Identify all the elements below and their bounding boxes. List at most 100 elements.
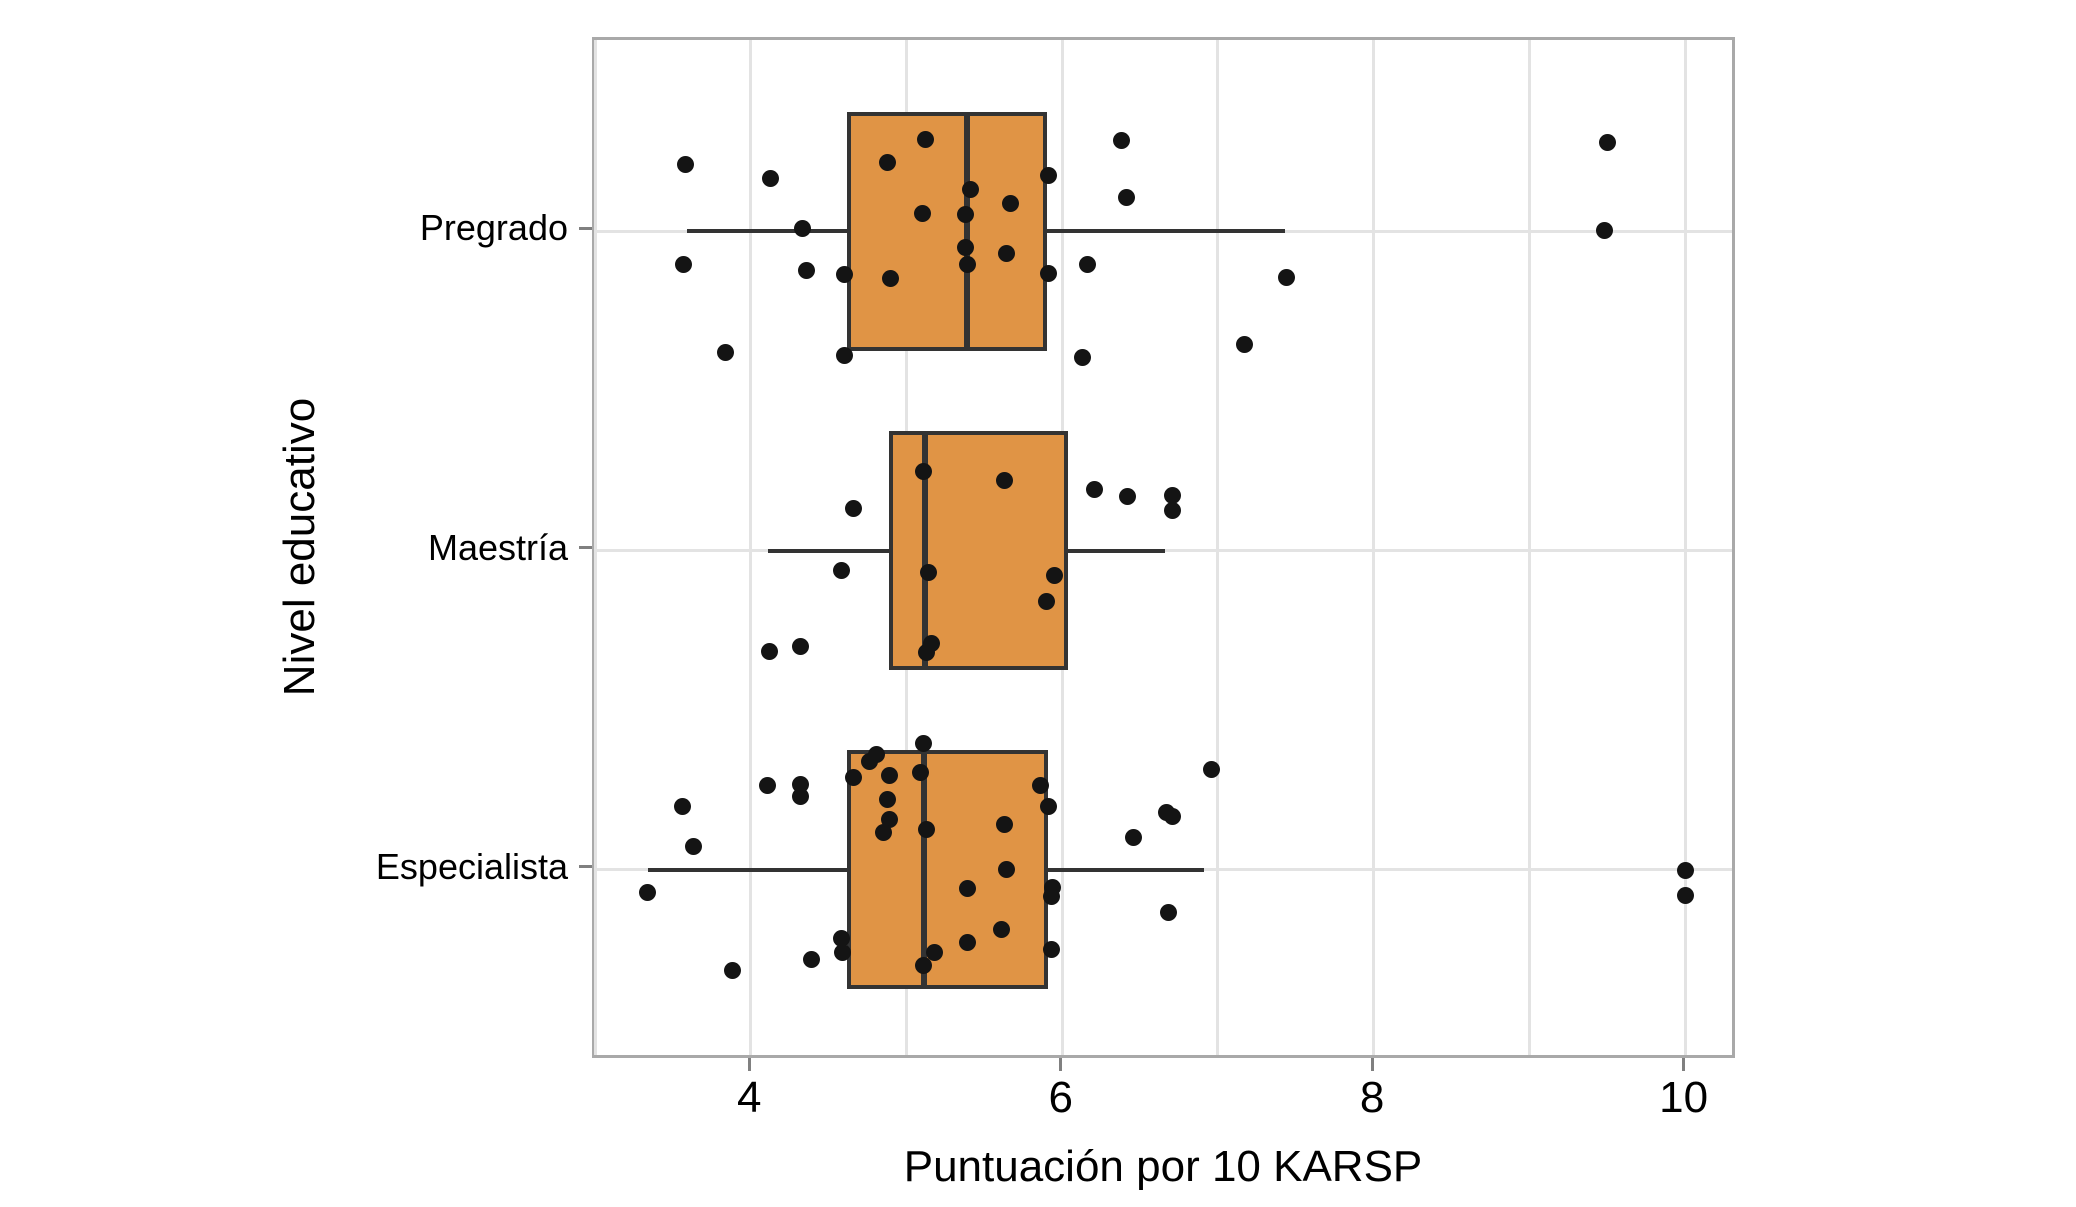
whisker-high [1046, 229, 1285, 234]
data-point [639, 884, 657, 902]
data-point [1039, 166, 1057, 184]
whisker-low [647, 867, 848, 872]
x-tick-mark [1059, 1058, 1063, 1071]
data-point [882, 269, 900, 287]
data-point [673, 798, 691, 816]
median-line [964, 111, 971, 352]
data-point [997, 861, 1015, 879]
data-point [957, 205, 975, 223]
data-point [1595, 221, 1613, 239]
data-point [675, 255, 693, 273]
category-label-especialista: Especialista [375, 845, 568, 887]
data-point [1042, 941, 1060, 959]
data-point [832, 930, 850, 948]
data-point [1039, 798, 1057, 816]
data-point [684, 838, 702, 856]
data-point [1045, 567, 1063, 584]
data-point [1125, 829, 1143, 847]
x-gridline [749, 40, 753, 1055]
y-tick-mark [579, 226, 592, 230]
data-point [1042, 888, 1060, 906]
data-point [880, 811, 898, 829]
box-pregrado [847, 111, 1047, 352]
x-gridline [1372, 40, 1376, 1055]
data-point [793, 219, 811, 237]
data-point [1235, 335, 1253, 353]
data-point [911, 764, 929, 782]
data-point [1164, 487, 1182, 504]
data-point [844, 769, 862, 787]
data-point [1277, 268, 1295, 286]
data-point [880, 767, 898, 785]
x-gridline [593, 40, 597, 1055]
y-axis-title: Nivel educativo [275, 397, 324, 697]
data-point [958, 934, 976, 952]
x-tick-mark [747, 1058, 751, 1071]
data-point [961, 180, 979, 198]
data-point [1203, 761, 1221, 779]
data-point [1117, 188, 1135, 206]
data-point [913, 204, 931, 222]
box-especialista [847, 749, 1049, 990]
x-gridline [1683, 40, 1687, 1055]
data-point [1164, 502, 1182, 519]
data-point [792, 788, 810, 806]
data-point [919, 564, 937, 581]
data-point [802, 951, 820, 969]
data-point [676, 155, 694, 173]
data-point [1002, 194, 1020, 212]
median-line [922, 430, 929, 671]
data-point [915, 957, 933, 975]
data-point [915, 735, 933, 753]
data-point [1676, 862, 1694, 880]
data-point [915, 463, 933, 480]
whisker-high [1068, 548, 1165, 553]
data-point [792, 638, 810, 655]
whisker-low [767, 548, 890, 553]
plot-panel [592, 37, 1735, 1058]
median-line [920, 749, 927, 990]
category-label-maestría: Maestría [427, 526, 568, 568]
x-gridline [1527, 40, 1531, 1055]
data-point [1086, 481, 1104, 498]
data-point [1039, 264, 1057, 282]
data-point [958, 255, 976, 273]
data-point [879, 153, 897, 171]
data-point [997, 244, 1015, 262]
x-tick-label-8: 8 [1359, 1073, 1385, 1122]
whisker-high [1048, 867, 1204, 872]
data-point [916, 130, 934, 148]
x-tick-label-10: 10 [1659, 1073, 1709, 1122]
data-point [798, 261, 816, 279]
y-tick-mark [579, 865, 592, 869]
data-point [996, 816, 1014, 834]
x-axis-title: Puntuación por 10 KARSP [903, 1142, 1423, 1191]
box-maestría [889, 430, 1069, 671]
x-tick-label-4: 4 [737, 1073, 762, 1122]
data-point [958, 880, 976, 898]
data-point [874, 824, 892, 842]
data-point [860, 753, 878, 771]
data-point [762, 169, 780, 187]
x-tick-mark [1682, 1058, 1686, 1071]
data-point [1031, 777, 1049, 795]
data-point [925, 944, 943, 962]
whisker-low [686, 229, 848, 234]
data-point [992, 921, 1010, 939]
data-point [1119, 488, 1137, 505]
x-tick-mark [1370, 1058, 1374, 1071]
data-point [717, 343, 735, 361]
data-point [957, 238, 975, 256]
data-point [918, 821, 936, 839]
data-point [835, 346, 853, 364]
data-point [879, 791, 897, 809]
data-point [723, 962, 741, 980]
data-point [832, 562, 850, 579]
category-label-pregrado: Pregrado [419, 207, 568, 249]
data-point [1038, 593, 1056, 610]
x-gridline [1216, 40, 1220, 1055]
data-point [918, 644, 936, 661]
data-point [1078, 255, 1096, 273]
data-point [759, 777, 777, 795]
